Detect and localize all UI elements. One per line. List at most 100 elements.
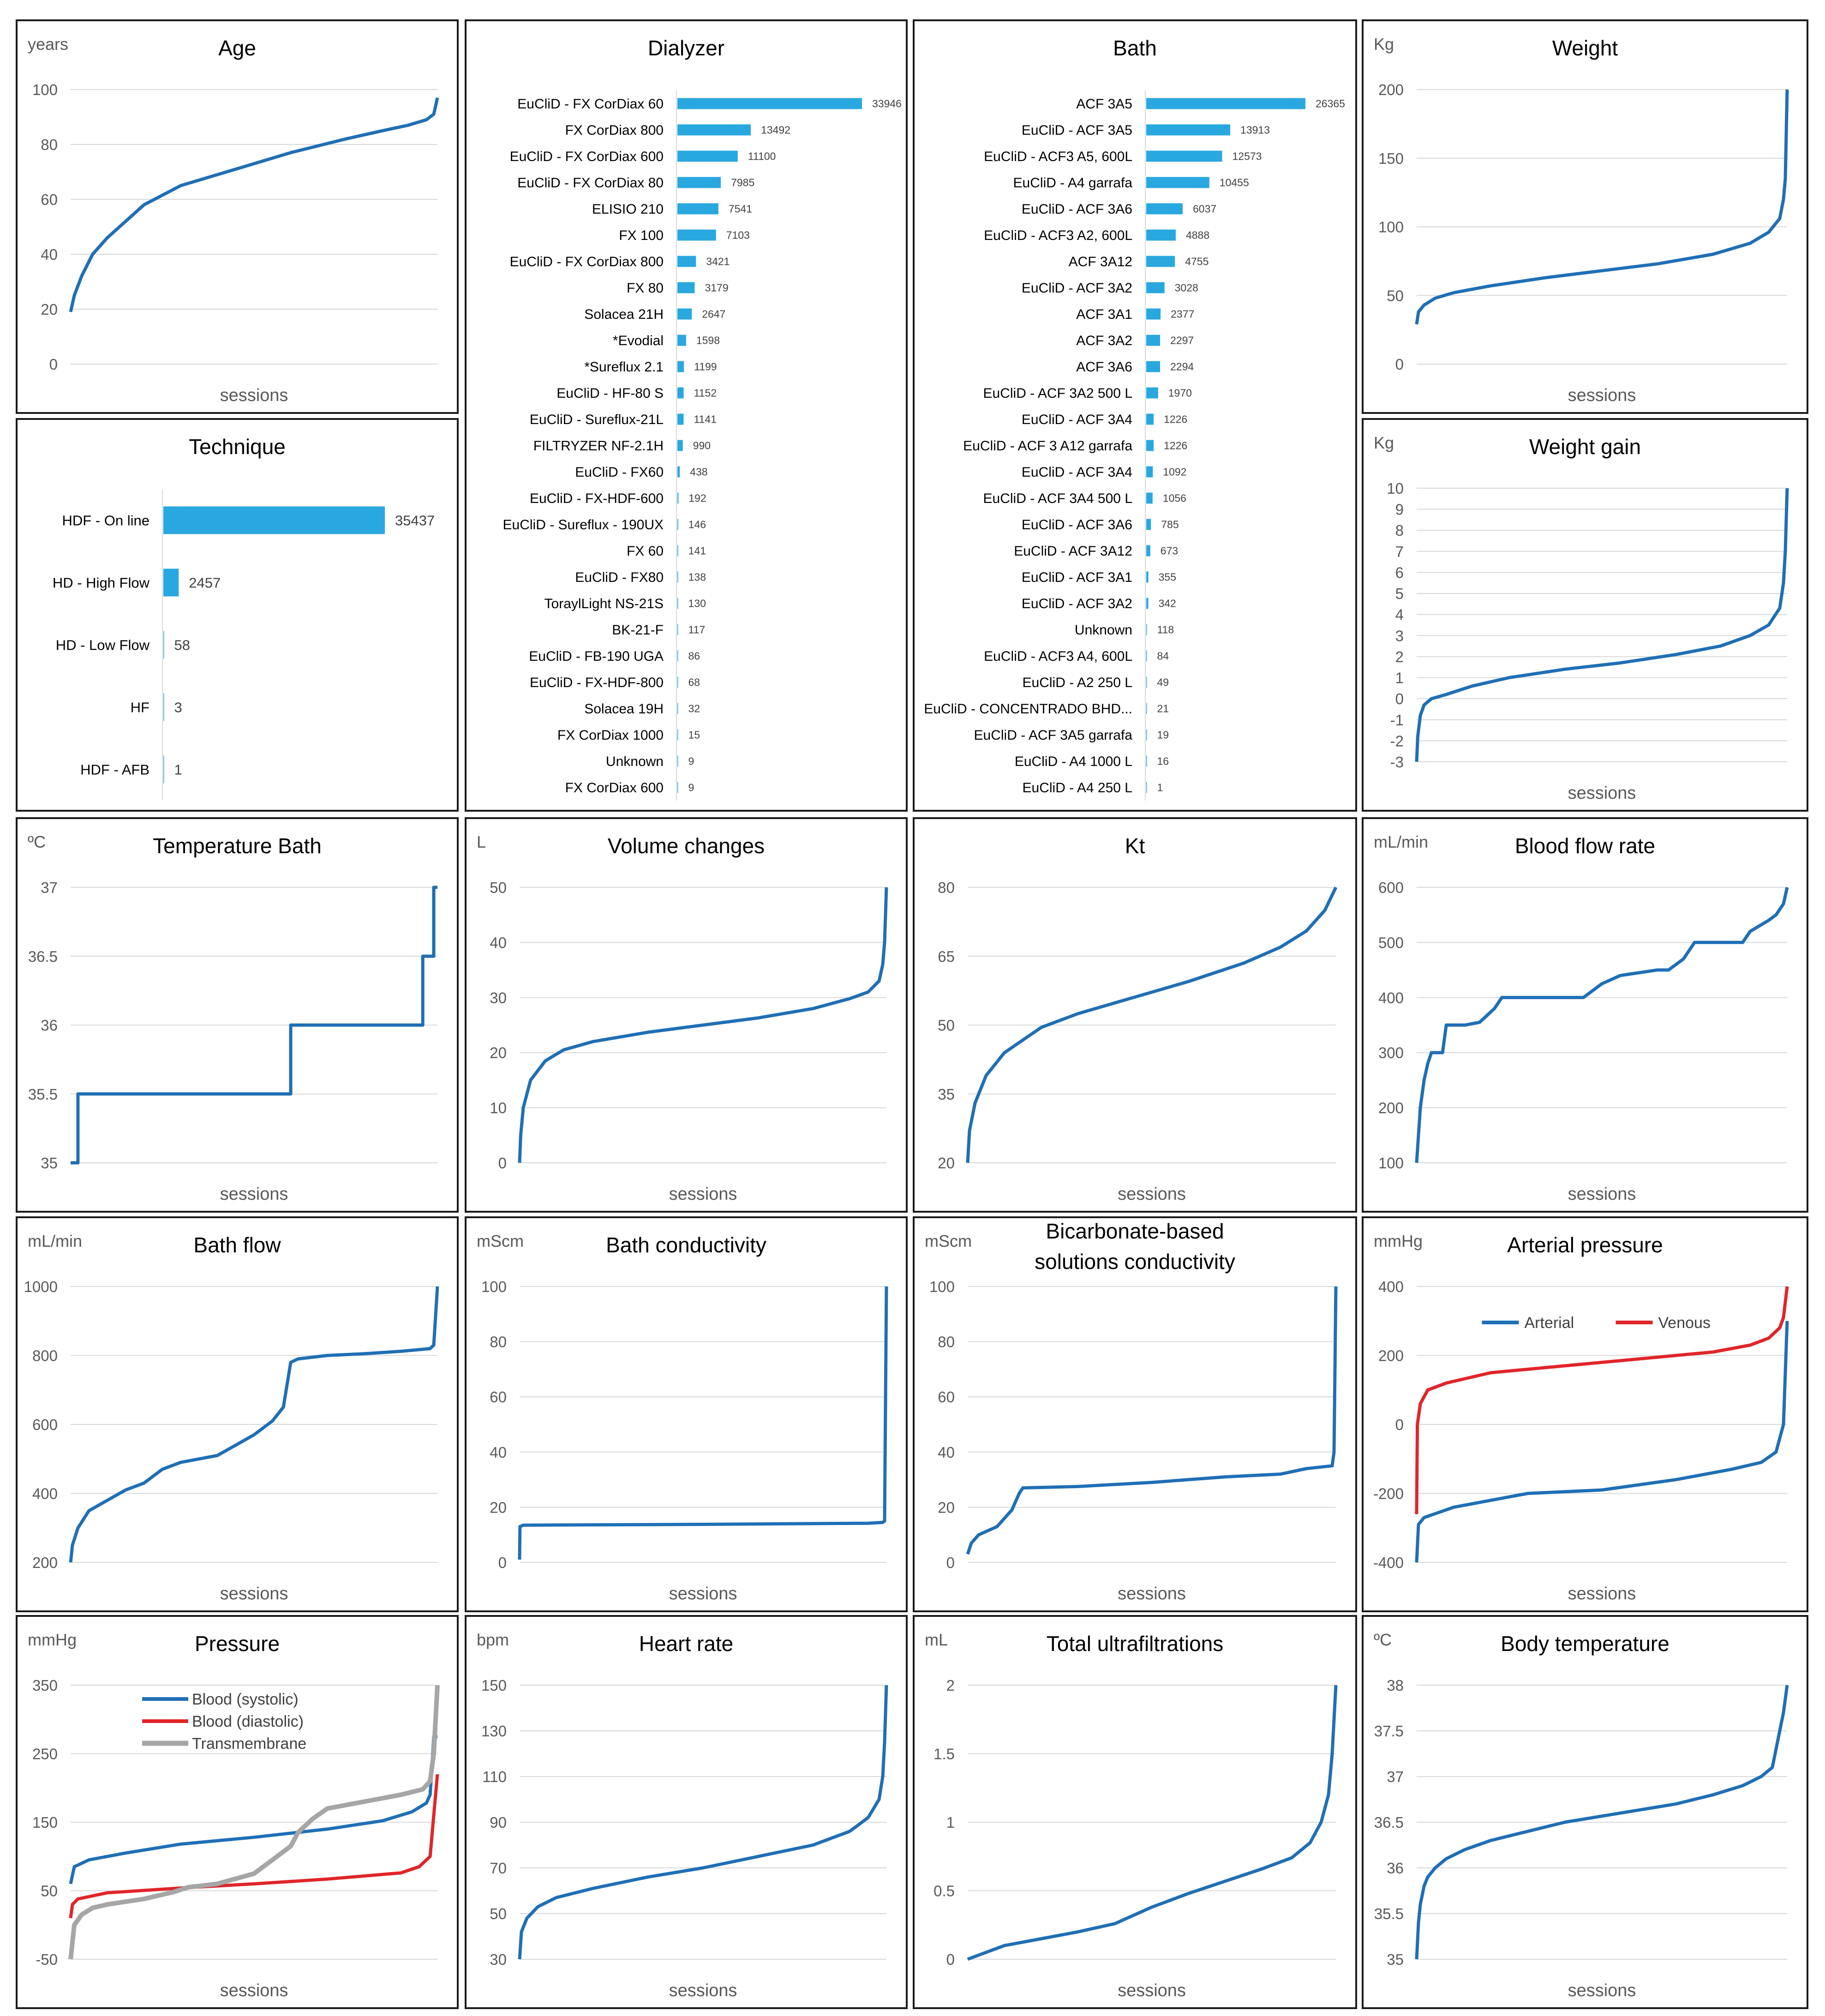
bar-value-label: 1141: [694, 413, 716, 425]
y-unit-label: ºC: [28, 832, 46, 851]
series-line-blood-systolic: [69, 1735, 437, 1884]
chart-svg: Body temperature ºC 35 35.5 36 36.5 37 37.5 38 se…: [1374, 1630, 1789, 2000]
bar: [677, 519, 678, 530]
y-tick-label: 0: [946, 1554, 955, 1571]
bar: [1146, 492, 1153, 504]
category-label: Solacea 21H: [584, 307, 664, 322]
bar: [1146, 519, 1151, 530]
y-tick-label: 10: [490, 1100, 507, 1117]
y-tick-label: 0: [498, 1155, 507, 1172]
x-axis-label: sessions: [1118, 1584, 1186, 1603]
bar: [163, 506, 385, 534]
bar: [1146, 229, 1176, 241]
x-axis-label: sessions: [1118, 1184, 1186, 1204]
bar: [1146, 440, 1154, 451]
y-tick-label: -200: [1373, 1485, 1404, 1502]
category-label: EuCliD - ACF 3A5 garrafa: [974, 728, 1133, 743]
bar: [677, 203, 718, 215]
y-tick-label: 2: [946, 1677, 955, 1694]
chart-panel-age: Age years 0 20 40 60 80 100 sessions: [16, 19, 459, 414]
y-tick-label: 150: [481, 1677, 507, 1694]
y-tick-label: 0: [1395, 356, 1404, 373]
chart-panel-weight-gain: Weight gain Kg -3 -2 -1 0 1 2 3 4 5 6 7 8 9 10 sessions: [1362, 418, 1808, 812]
category-label: EuCliD - FX-HDF-600: [530, 491, 664, 506]
category-label: EuCliD - FX60: [575, 465, 664, 480]
y-unit-label: mL/min: [1374, 832, 1428, 851]
bar: [1146, 703, 1147, 714]
y-tick-label: 35.5: [28, 1086, 58, 1103]
legend-label: Blood (diastolic): [192, 1713, 304, 1730]
y-tick-label: 80: [41, 136, 58, 153]
category-label: EuCliD - A2 250 L: [1023, 675, 1132, 690]
bar-value-label: 49: [1157, 676, 1169, 688]
category-label: FX CorDiax 600: [565, 780, 664, 796]
y-tick-label: 150: [32, 1814, 58, 1831]
y-unit-label: Kg: [1374, 35, 1394, 54]
bar: [677, 571, 678, 583]
bar: [1146, 256, 1175, 267]
chart-title: Temperature Bath: [153, 834, 322, 858]
category-label: FX CorDiax 800: [565, 123, 664, 138]
y-tick-label: 6: [1395, 564, 1404, 581]
chart-panel-kt: Kt 20 35 50 65 80 sessions: [913, 817, 1357, 1213]
series-line-conductivity: [966, 1286, 1338, 1555]
chart-panel-bath-flow: Bath flow mL/min 200 400 600 800 1000 sessions: [16, 1216, 459, 1612]
bar: [677, 676, 678, 688]
chart-panel-temperature-bath: Temperature Bath ºC 35 35.5 36 36.5 37 sessions: [16, 817, 459, 1213]
chart-panel-technique: Technique HDF - On line 35437 HD - High Flo…: [16, 418, 459, 812]
bar-value-label: 16: [1157, 755, 1169, 767]
y-tick-label: 20: [938, 1155, 955, 1172]
chart-svg: Heart rate bpm 30 50 70 90 110 130 150 sessions: [477, 1630, 888, 2000]
category-label: Unknown: [1075, 622, 1132, 638]
x-axis-label: sessions: [1568, 386, 1636, 405]
bar-value-label: 13913: [1240, 124, 1270, 136]
category-label: EuCliD - ACF 3A4 500 L: [983, 491, 1132, 506]
bar-value-label: 3028: [1175, 282, 1198, 294]
bar: [677, 124, 751, 136]
y-tick-label: 150: [1378, 150, 1404, 167]
y-tick-label: 100: [1378, 1155, 1404, 1172]
y-tick-label: 90: [490, 1814, 507, 1831]
bar-value-label: 11100: [748, 150, 776, 162]
y-unit-label: mmHg: [1374, 1232, 1423, 1250]
x-axis-label: sessions: [220, 386, 288, 405]
category-label: HD - High Flow: [53, 574, 150, 591]
chart-svg: Kt 20 35 50 65 80 sessions: [938, 834, 1338, 1204]
x-axis-label: sessions: [220, 1584, 288, 1603]
category-label: HDF - AFB: [80, 761, 150, 778]
category-label: ACF 3A1: [1076, 307, 1132, 322]
y-tick-label: 38: [1387, 1677, 1404, 1694]
bar-value-label: 117: [688, 624, 706, 636]
category-label: EuCliD - FB-190 UGA: [529, 649, 664, 664]
x-axis-label: sessions: [1118, 1981, 1186, 2000]
chart-title: Technique: [189, 435, 286, 459]
chart-title: Total ultrafiltrations: [1047, 1632, 1224, 1656]
category-label: EuCliD - ACF 3A2 500 L: [983, 386, 1132, 401]
bar-value-label: 1152: [694, 387, 717, 399]
y-tick-label: 400: [1378, 989, 1404, 1006]
y-tick-label: 60: [41, 191, 58, 208]
y-tick-label: 9: [1395, 501, 1404, 518]
x-axis-label: sessions: [1568, 1184, 1636, 1204]
x-axis-label: sessions: [669, 1184, 737, 1204]
category-label: EuCliD - A4 garrafa: [1013, 175, 1133, 191]
y-unit-label: mScm: [925, 1232, 972, 1250]
y-tick-label: 600: [32, 1416, 58, 1433]
y-tick-label: 50: [490, 879, 507, 896]
bar: [677, 282, 695, 293]
chart-panel-arterial-pressure: Arterial pressure mmHg -400 -200 0 200 400 sess…: [1362, 1216, 1808, 1612]
category-label: EuCliD - ACF3 A4, 600L: [984, 649, 1132, 664]
y-tick-label: 40: [41, 246, 58, 263]
y-tick-label: 1: [1395, 670, 1404, 687]
bar: [1146, 203, 1183, 215]
y-tick-label: 60: [938, 1388, 955, 1406]
category-label: EuCliD - ACF 3A4: [1022, 465, 1132, 480]
bar-value-label: 35437: [395, 512, 435, 528]
bar: [1146, 571, 1149, 583]
y-tick-label: 36.5: [1374, 1814, 1404, 1831]
bar-value-label: 9: [688, 755, 694, 767]
bar-value-label: 130: [688, 598, 706, 610]
x-axis-label: sessions: [1568, 1584, 1636, 1603]
chart-panel-bath-conductivity: Bath conductivity mScm 0 20 40 60 80 100 session…: [465, 1216, 908, 1612]
bar: [1146, 650, 1147, 662]
